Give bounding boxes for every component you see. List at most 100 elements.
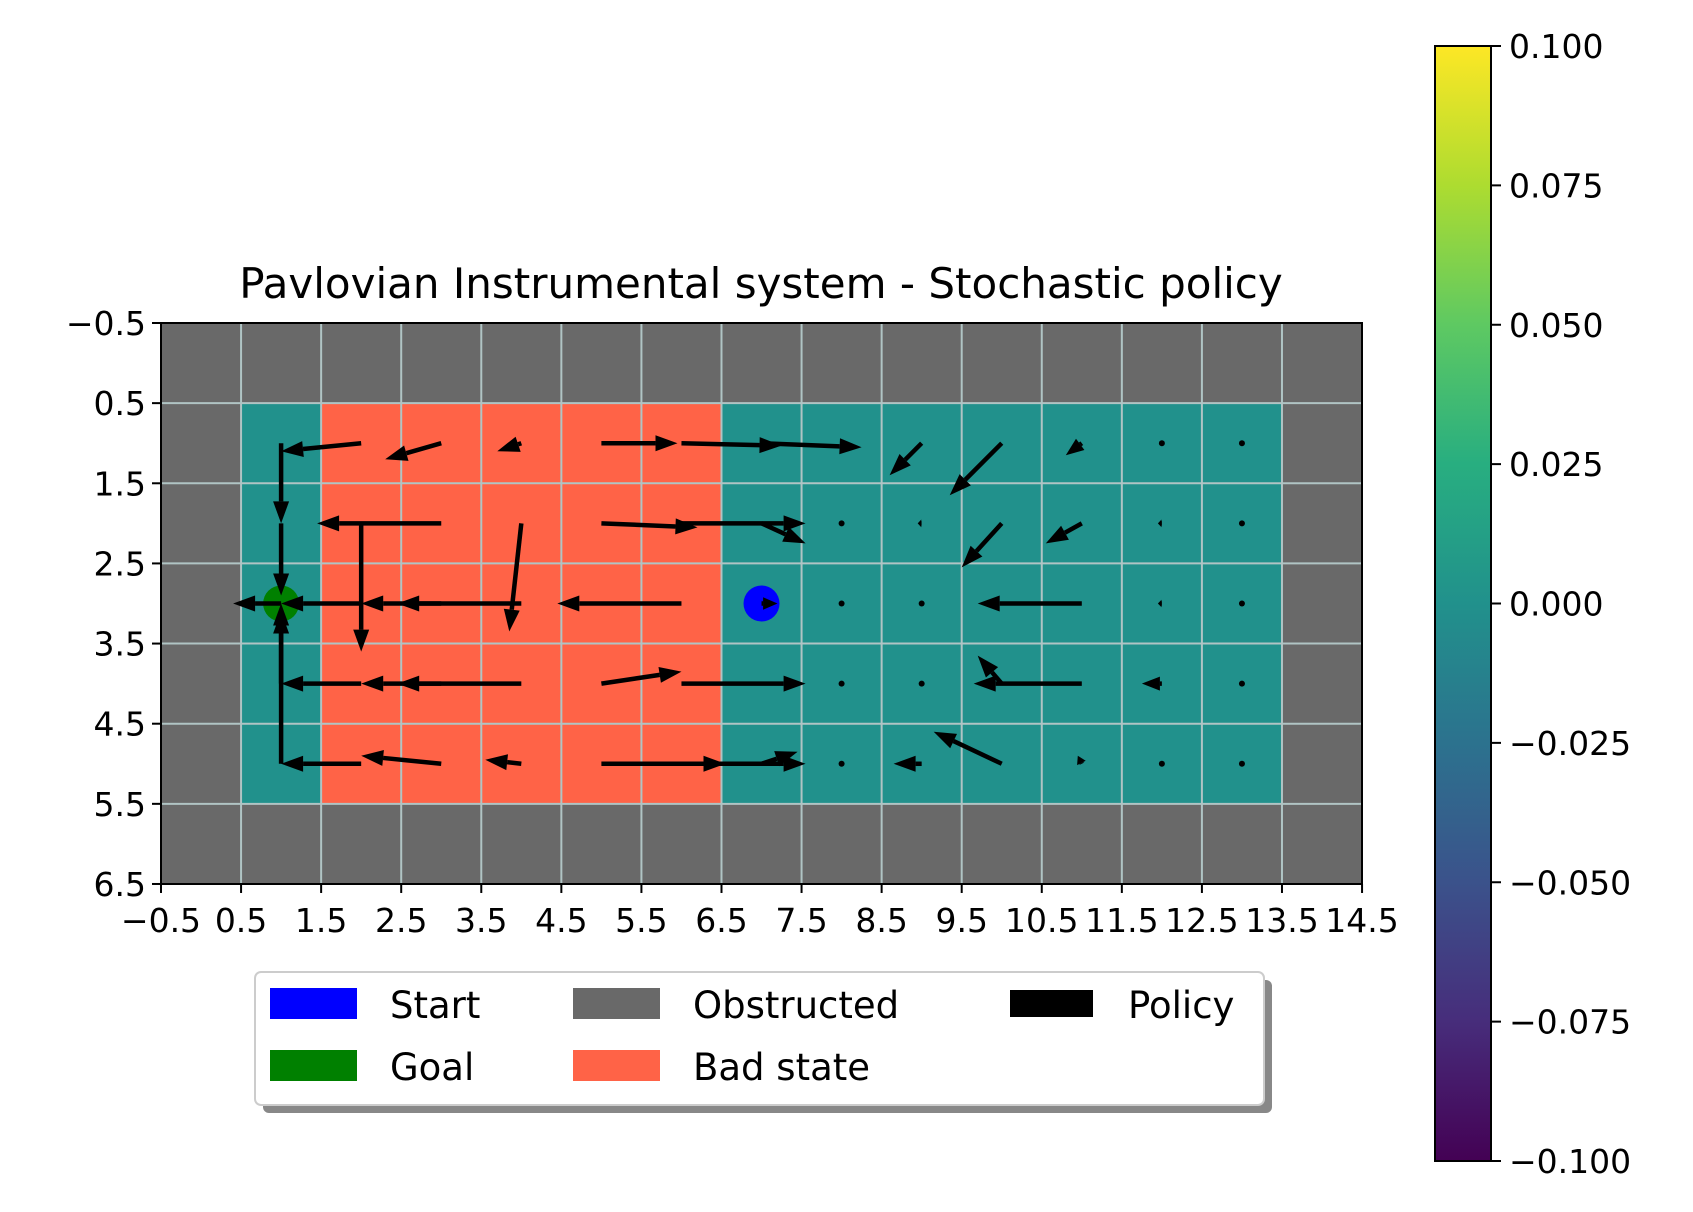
legend-swatch-policy: [1010, 990, 1093, 1017]
grid-cell: [1202, 804, 1283, 885]
grid-cell: [882, 323, 963, 404]
y-tick-label: 2.5: [94, 544, 146, 583]
grid-cell: [1282, 323, 1363, 404]
colorbar-gradient: [1435, 46, 1491, 1161]
grid-cell: [641, 804, 722, 885]
policy-arrow: [1239, 681, 1245, 687]
policy-arrow: [839, 520, 845, 526]
grid-cell: [401, 403, 482, 484]
grid-cell: [161, 403, 242, 484]
grid-cell: [1282, 724, 1363, 805]
policy-arrow: [839, 600, 845, 606]
grid-cell: [481, 323, 562, 404]
grid-cell: [161, 563, 242, 644]
policy-arrow: [1239, 440, 1245, 446]
grid-cell: [1282, 483, 1363, 564]
x-tick-label: 3.5: [455, 901, 507, 940]
grid-cell: [882, 483, 963, 564]
policy-arrow: [1239, 600, 1245, 606]
y-tick-label: 5.5: [94, 785, 146, 824]
grid-cell: [882, 804, 963, 885]
policy-arrow-shaft: [762, 443, 840, 446]
colorbar-tick-label: 0.100: [1509, 27, 1603, 66]
grid-cell: [161, 724, 242, 805]
policy-arrow: [1159, 440, 1165, 446]
legend-label-goal: Goal: [390, 1046, 474, 1089]
grid-cell: [962, 724, 1043, 805]
grid-cell: [561, 323, 642, 404]
x-tick-label: 7.5: [775, 901, 827, 940]
legend-label-start: Start: [390, 984, 480, 1027]
policy-arrow-shaft: [681, 443, 759, 445]
grid-cell: [321, 403, 402, 484]
y-tick-label: 0.5: [94, 384, 146, 423]
colorbar-tick-label: 0.075: [1509, 166, 1603, 205]
grid-cell: [401, 724, 482, 805]
colorbar-tick-label: 0.000: [1509, 585, 1603, 624]
grid-cell: [1202, 323, 1283, 404]
legend-swatch-goal: [270, 1050, 357, 1081]
legend-swatch-bad-state: [573, 1050, 660, 1081]
policy-arrow-shaft: [1080, 443, 1082, 444]
colorbar-tick-label: 0.050: [1509, 306, 1603, 345]
y-tick-label: 3.5: [94, 625, 146, 664]
grid-cell: [1282, 403, 1363, 484]
x-tick-label: 9.5: [935, 901, 987, 940]
grid-cell: [1122, 323, 1203, 404]
x-tick-label: 13.5: [1245, 901, 1318, 940]
grid-cell: [161, 483, 242, 564]
grid-cell: [481, 724, 562, 805]
grid-cell: [401, 323, 482, 404]
legend-swatch-obstructed: [573, 988, 660, 1019]
x-tick-label: 6.5: [695, 901, 747, 940]
x-tick-label: 8.5: [855, 901, 907, 940]
grid-cell: [1042, 724, 1123, 805]
grid-cell: [1042, 483, 1123, 564]
grid-cell: [962, 804, 1043, 885]
chart-title: Pavlovian Instrumental system - Stochast…: [239, 259, 1283, 308]
grid-cell: [962, 323, 1043, 404]
policy-arrow: [839, 681, 845, 687]
grid-cell: [321, 804, 402, 885]
x-tick-label: 5.5: [615, 901, 667, 940]
policy-arrow: [919, 681, 925, 687]
colorbar-tick-label: 0.025: [1509, 445, 1603, 484]
grid-cell: [1042, 804, 1123, 885]
x-tick-label: 10.5: [1005, 901, 1078, 940]
grid-cell: [1122, 483, 1203, 564]
grid-cell: [641, 323, 722, 404]
policy-arrow: [839, 761, 845, 767]
colorbar-tick-label: −0.075: [1509, 1003, 1631, 1042]
grid-cell: [721, 804, 802, 885]
grid-cell: [1282, 804, 1363, 885]
colorbar-tick-label: −0.100: [1509, 1142, 1631, 1181]
grid-cell: [321, 323, 402, 404]
colorbar: 0.1000.0750.0500.0250.000−0.025−0.050−0.…: [1435, 27, 1631, 1181]
grid-cell: [1122, 644, 1203, 725]
x-tick-label: 1.5: [295, 901, 347, 940]
grid-cell: [1282, 644, 1363, 725]
grid-cell: [401, 804, 482, 885]
x-tick-label: 11.5: [1085, 901, 1158, 940]
policy-arrow: [1239, 761, 1245, 767]
colorbar-tick-label: −0.025: [1509, 724, 1631, 763]
grid-cell: [561, 804, 642, 885]
y-tick-label: 1.5: [94, 464, 146, 503]
legend-swatch-start: [270, 988, 357, 1019]
x-tick-label: 4.5: [535, 901, 587, 940]
y-tick-label: 4.5: [94, 705, 146, 744]
legend-label-policy: Policy: [1128, 984, 1234, 1027]
colorbar-ticks: 0.1000.0750.0500.0250.000−0.025−0.050−0.…: [1491, 27, 1631, 1181]
grid-cell: [481, 804, 562, 885]
y-axis: −0.50.51.52.53.54.55.56.5: [66, 304, 161, 904]
grid-cell: [161, 644, 242, 725]
grid-cell: [802, 323, 883, 404]
legend-label-bad-state: Bad state: [693, 1046, 870, 1089]
policy-arrow-shaft: [601, 523, 675, 526]
legend: Start Goal Obstructed Bad state Policy: [255, 972, 1272, 1113]
policy-arrow: [1239, 520, 1245, 526]
x-tick-label: −0.5: [121, 901, 201, 940]
grid-cell: [241, 804, 322, 885]
policy-arrow-shaft: [507, 762, 521, 764]
grid-cell: [1122, 804, 1203, 885]
